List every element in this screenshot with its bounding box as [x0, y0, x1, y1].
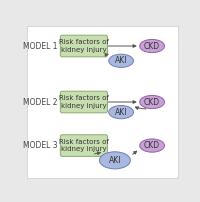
Text: MODEL 2: MODEL 2: [23, 98, 58, 106]
Ellipse shape: [109, 105, 134, 119]
FancyBboxPatch shape: [60, 135, 107, 156]
Text: CKD: CKD: [144, 42, 160, 50]
FancyBboxPatch shape: [60, 91, 107, 113]
Text: MODEL 1: MODEL 1: [23, 42, 58, 50]
Text: CKD: CKD: [144, 141, 160, 150]
FancyBboxPatch shape: [27, 26, 178, 178]
FancyBboxPatch shape: [60, 35, 107, 57]
Ellipse shape: [140, 139, 164, 152]
Ellipse shape: [140, 39, 164, 53]
Ellipse shape: [99, 152, 130, 169]
Text: AKI: AKI: [115, 56, 127, 65]
Text: Risk factors of
kidney injury: Risk factors of kidney injury: [59, 39, 109, 53]
Ellipse shape: [109, 54, 134, 67]
Text: Risk factors of
kidney injury: Risk factors of kidney injury: [59, 95, 109, 109]
Ellipse shape: [140, 95, 164, 109]
Text: Risk factors of
kidney injury: Risk factors of kidney injury: [59, 139, 109, 152]
Text: CKD: CKD: [144, 98, 160, 106]
Text: MODEL 3: MODEL 3: [23, 141, 58, 150]
Text: AKI: AKI: [115, 108, 127, 117]
Text: AKI: AKI: [109, 156, 121, 165]
